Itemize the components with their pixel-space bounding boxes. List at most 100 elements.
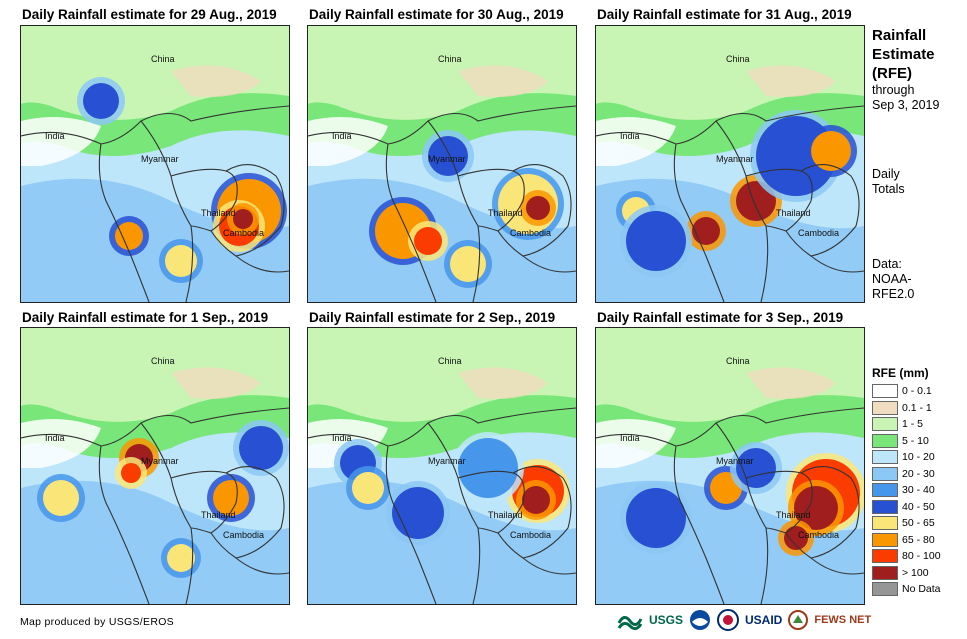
legend-label: 10 - 20 [902,451,935,464]
country-border [785,466,860,559]
legend-label: 80 - 100 [902,550,941,563]
country-border [98,445,150,604]
legend-item: 10 - 20 [872,449,941,466]
legend-label: No Data [902,583,941,596]
legend-item: 40 - 50 [872,499,941,516]
legend-item: 30 - 40 [872,482,941,499]
rfe-legend: RFE (mm) 0 - 0.1 0.1 - 1 1 - 5 5 - 10 10 - 2… [872,366,941,598]
map-panel-4: China India Myanmar Thailand Cambodia [20,327,290,605]
rain-band [21,480,289,604]
country-border [810,557,864,575]
fews-logo-text: FEWS NET [814,614,872,626]
usgs-logo-text: USGS [649,613,684,627]
map-panel-6: China India Myanmar Thailand Cambodia [595,327,865,605]
dry-patch [21,117,101,166]
tibet-plateau [636,328,796,369]
legend-swatch [872,433,898,448]
label-myanmar: Myanmar [141,154,179,164]
legend-swatch [872,417,898,432]
country-border [522,255,576,273]
legend-item: 0.1 - 1 [872,400,941,417]
rain-cell-core [121,463,141,483]
legend-swatch [872,516,898,531]
label-china: China [151,356,175,366]
dry-patch [21,419,101,468]
country-border [140,422,194,604]
label-thailand: Thailand [488,208,523,218]
rain-cell-core [167,544,195,572]
country-border [522,557,576,575]
label-cambodia: Cambodia [223,530,265,540]
rain-cell-core [239,426,283,470]
label-myanmar: Myanmar [428,456,466,466]
country-border [715,120,769,302]
country-border [745,470,813,534]
country-border [170,470,238,534]
rain-cell-core [233,209,253,229]
panel-title-3: Daily Rainfall estimate for 31 Aug., 201… [597,7,852,22]
rain-cell-core [43,480,79,516]
tan-patch [171,367,261,399]
legend-item: 20 - 30 [872,466,941,483]
country-border [385,445,437,604]
tibet-plateau [636,26,796,67]
rainfall-map [308,328,576,604]
rain-cell-core [352,472,384,504]
label-myanmar: Myanmar [141,456,179,466]
side-title-line3: (RFE) [872,65,912,82]
side-daily-block: Daily Totals [872,167,905,197]
country-border [745,168,813,232]
label-china: China [726,356,750,366]
noaa-logo-icon [690,610,711,630]
country-border [427,422,481,604]
label-cambodia: Cambodia [798,530,840,540]
legend-label: 30 - 40 [902,484,935,497]
label-india: India [620,131,640,141]
side-through: through [872,83,915,97]
label-myanmar: Myanmar [716,456,754,466]
legend-label: 1 - 5 [902,418,924,431]
rain-cell-core [736,181,776,221]
label-india: India [45,433,65,443]
side-source2: RFE2.0 [872,287,915,301]
usaid-logo-text: USAID [745,613,783,627]
legend-label: 5 - 10 [902,434,929,447]
country-border [385,143,437,302]
side-daily: Daily [872,167,900,181]
label-india: India [45,131,65,141]
tibet-plateau [348,26,508,67]
label-china: China [726,54,750,64]
legend-item: > 100 [872,565,941,582]
dry-patch [596,117,676,166]
label-china: China [438,356,462,366]
label-china: China [438,54,462,64]
rain-cell-core [83,83,119,119]
label-thailand: Thailand [201,510,236,520]
rain-cell-core [392,487,444,539]
rainfall-map [308,26,576,302]
label-china: China [151,54,175,64]
rain-cell-core [692,217,720,245]
side-title-line1: Rainfall [872,27,927,44]
legend-item: 1 - 5 [872,416,941,433]
legend-item: 0 - 0.1 [872,383,941,400]
country-border [497,466,572,559]
legend-item: 50 - 65 [872,515,941,532]
label-india: India [332,131,352,141]
label-india: India [332,433,352,443]
country-border [785,164,860,257]
side-totals: Totals [872,182,905,196]
dry-patch [308,117,388,166]
country-border [235,255,289,273]
panel-title-1: Daily Rainfall estimate for 29 Aug., 201… [22,7,277,22]
panel-title-2: Daily Rainfall estimate for 30 Aug., 201… [309,7,564,22]
rain-cell-core [522,486,550,514]
label-cambodia: Cambodia [223,228,265,238]
rainfall-map [21,26,289,302]
logo-strip: USGS USAID FEWS NET [617,607,871,633]
country-border [810,255,864,273]
legend-swatch [872,400,898,415]
label-cambodia: Cambodia [510,228,552,238]
legend-label: > 100 [902,566,929,579]
rain-cell-core [626,488,686,548]
